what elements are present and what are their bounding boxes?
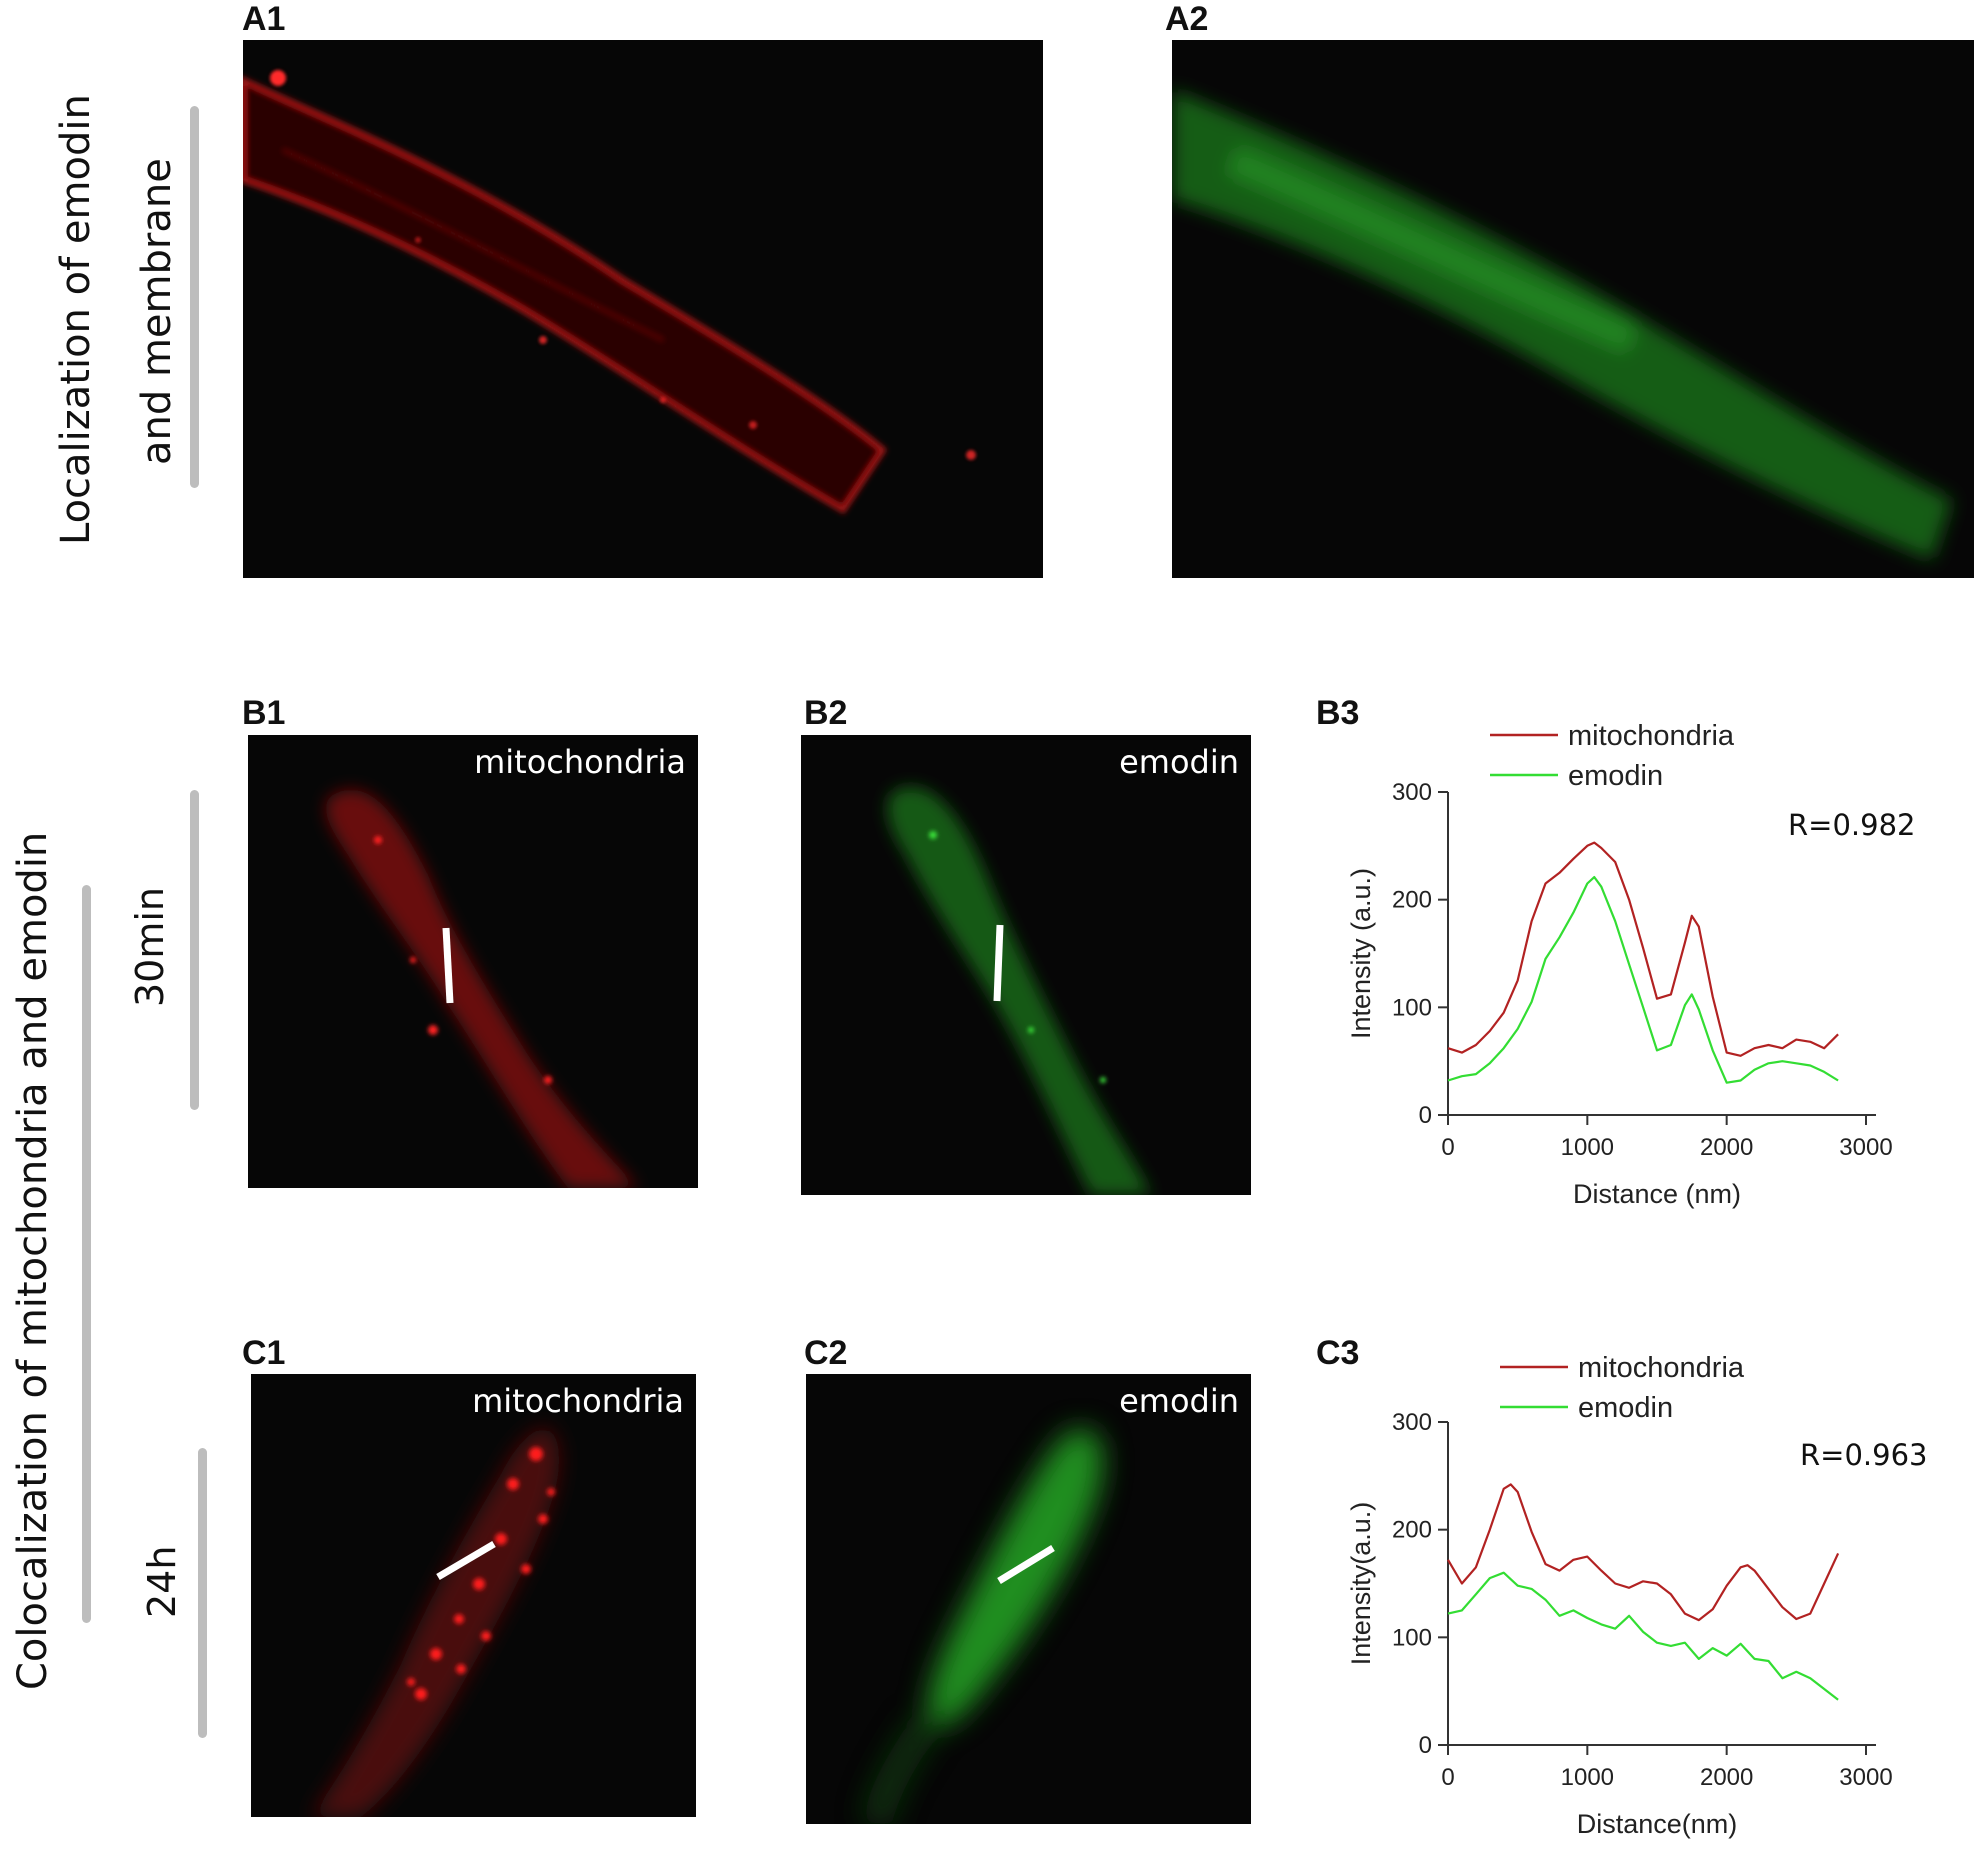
side-label-top-line2: and membrane	[134, 158, 180, 465]
y-tick-label: 100	[1392, 994, 1432, 1021]
x-tick-label: 0	[1441, 1764, 1454, 1791]
image-label-mitochondria: mitochondria	[472, 1382, 684, 1420]
series-line-mitochondria	[1447, 1483, 1840, 1622]
row-label-30min: 30min	[128, 886, 172, 1007]
divider-bar-30min	[190, 790, 199, 1110]
divider-bar-24h	[198, 1448, 207, 1738]
series-line-emodin	[1447, 876, 1839, 1084]
y-tick-label: 200	[1392, 887, 1432, 914]
micrograph-c2-emodin: emodin	[806, 1374, 1251, 1824]
line-profile-marker	[442, 927, 454, 1004]
correlation-annotation: R=0.982	[1788, 808, 1915, 842]
x-tick-label: 0	[1441, 1134, 1454, 1161]
y-tick-label: 0	[1419, 1732, 1432, 1759]
row-label-24h: 24h	[140, 1545, 184, 1618]
micrograph-a2-emodin	[1172, 40, 1974, 578]
series-line-emodin	[1447, 1571, 1839, 1701]
panel-label-b1: B1	[242, 694, 286, 732]
micrograph-a1-membrane	[243, 40, 1043, 578]
legend-label-mitochondria: mitochondria	[1568, 720, 1735, 752]
line-profile-marker	[993, 924, 1004, 1002]
panel-label-a1: A1	[242, 0, 286, 38]
panel-label-c3: C3	[1316, 1334, 1360, 1372]
panel-label-c1: C1	[242, 1334, 286, 1372]
x-axis-title: Distance(nm)	[1577, 1809, 1738, 1839]
x-tick-label: 3000	[1839, 1764, 1892, 1791]
line-profile-marker	[997, 1545, 1055, 1584]
side-label-top-line1: Localization of emodin	[53, 94, 99, 545]
panel-label-a2: A2	[1165, 0, 1209, 38]
image-label-mitochondria: mitochondria	[474, 743, 686, 781]
x-axis-title: Distance (nm)	[1573, 1179, 1741, 1209]
y-tick-label: 0	[1419, 1102, 1432, 1129]
panel-label-c2: C2	[804, 1334, 848, 1372]
divider-bar-bottom	[82, 885, 91, 1623]
legend-label-emodin: emodin	[1578, 1392, 1673, 1424]
side-label-bottom: Colocalization of mitochondria and emodi…	[10, 831, 56, 1690]
y-axis-title: Intensity (a.u.)	[1346, 868, 1376, 1039]
x-tick-label: 1000	[1561, 1764, 1614, 1791]
micrograph-b2-emodin: emodin	[801, 735, 1251, 1195]
line-profile-marker	[436, 1540, 496, 1581]
correlation-annotation: R=0.963	[1800, 1438, 1927, 1472]
x-tick-label: 2000	[1700, 1764, 1753, 1791]
y-tick-label: 300	[1392, 779, 1432, 806]
chart-b3-intensity-profile: 0 100 200 300 0 1000 2000 3000 Distance (nm) Inte…	[1310, 715, 1970, 1215]
panel-label-b2: B2	[804, 694, 848, 732]
image-label-emodin: emodin	[1119, 1382, 1239, 1420]
y-tick-label: 300	[1392, 1409, 1432, 1436]
legend-label-mitochondria: mitochondria	[1578, 1352, 1745, 1384]
y-tick-label: 100	[1392, 1624, 1432, 1651]
x-tick-label: 3000	[1839, 1134, 1892, 1161]
x-tick-label: 1000	[1561, 1134, 1614, 1161]
panel-label-b3: B3	[1316, 694, 1360, 732]
y-tick-label: 200	[1392, 1517, 1432, 1544]
x-tick-label: 2000	[1700, 1134, 1753, 1161]
series-line-mitochondria	[1447, 841, 1839, 1057]
micrograph-c1-mitochondria: mitochondria	[251, 1374, 696, 1817]
image-label-emodin: emodin	[1119, 743, 1239, 781]
chart-c3-intensity-profile: 0 100 200 300 0 1000 2000 3000 Distance(nm) Inten…	[1310, 1345, 1970, 1845]
y-axis-title: Intensity(a.u.)	[1346, 1502, 1376, 1666]
micrograph-b1-mitochondria: mitochondria	[248, 735, 698, 1188]
legend-label-emodin: emodin	[1568, 760, 1663, 792]
divider-bar-top	[190, 106, 199, 488]
